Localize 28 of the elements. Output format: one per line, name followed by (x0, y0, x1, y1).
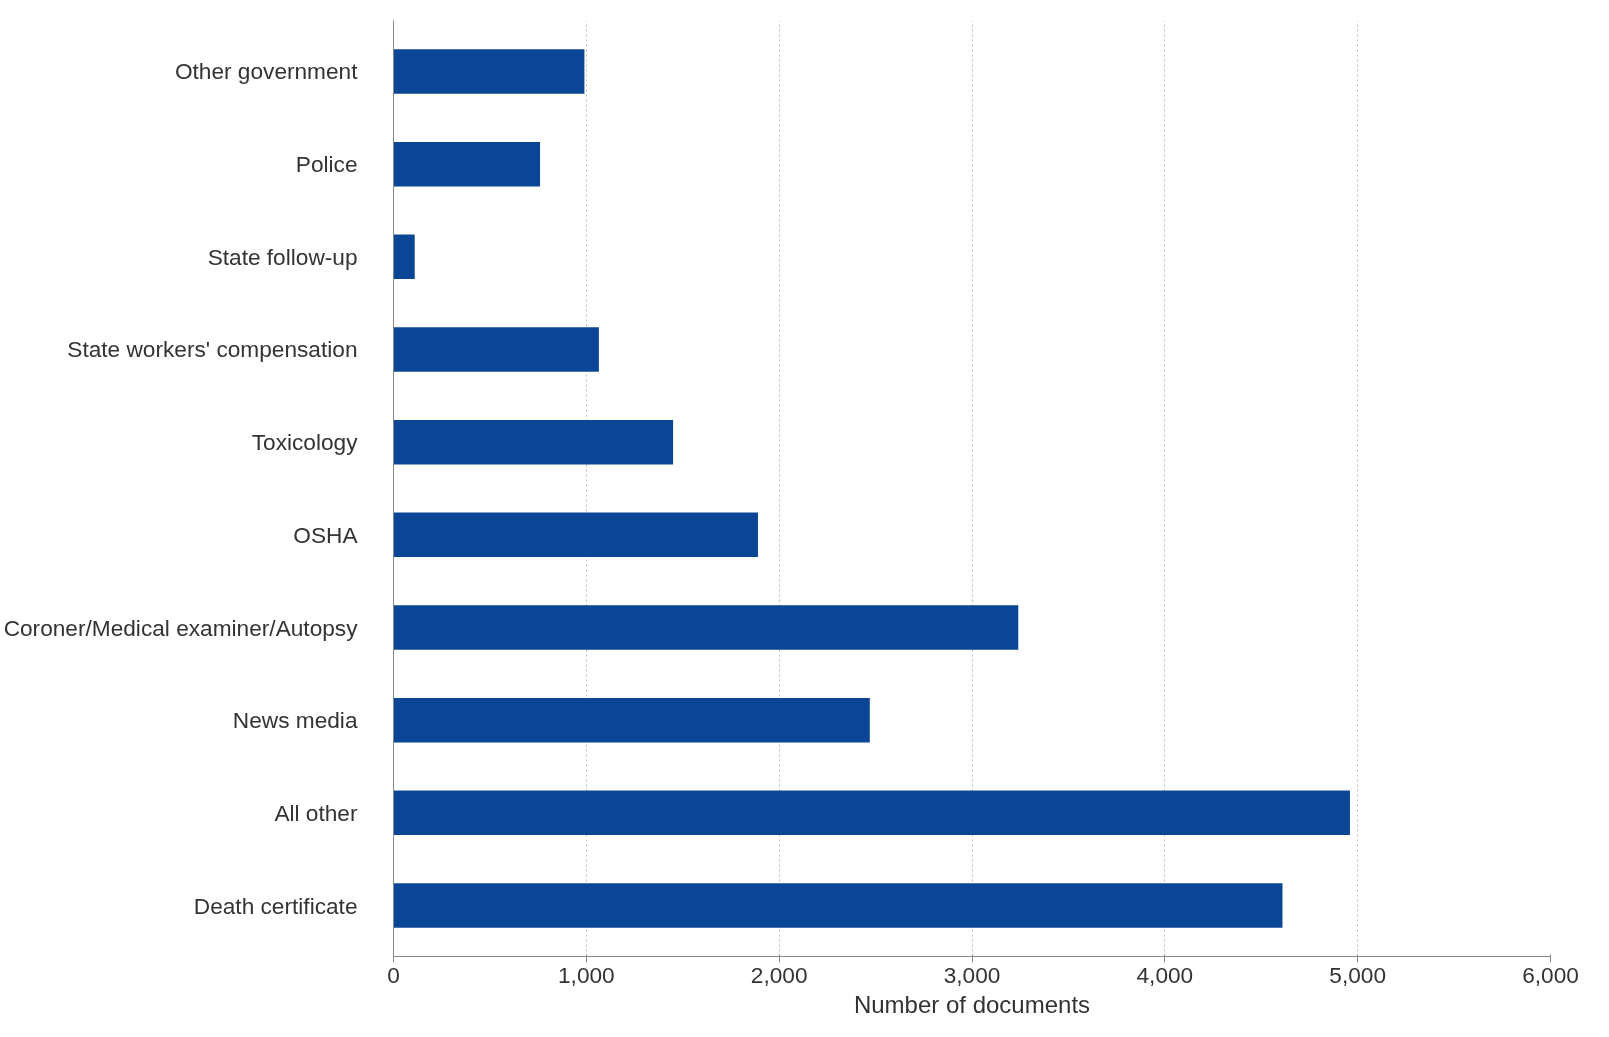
y-tick-label: Death certificate (193, 892, 358, 919)
x-tick-label: 2,000 (750, 961, 808, 988)
bar (393, 327, 599, 372)
x-tick-label: 3,000 (943, 961, 1001, 988)
bar (393, 49, 585, 94)
bar (393, 605, 1019, 650)
y-tick-label: News media (232, 707, 358, 734)
bar (393, 234, 415, 280)
y-tick-label: Coroner/Medical examiner/Autopsy (3, 614, 359, 641)
x-tick-label: 5,000 (1329, 961, 1387, 988)
y-tick-label: Police (295, 151, 358, 178)
bar (393, 697, 870, 743)
x-axis-title: Number of documents (853, 990, 1091, 1018)
x-tick-label: 6,000 (1522, 961, 1579, 988)
y-tick-label: State workers' compensation (67, 336, 358, 363)
y-tick-label: All other (274, 799, 358, 826)
bar (393, 141, 541, 187)
bar (393, 512, 758, 558)
bar (393, 883, 1283, 928)
y-tick-label: Toxicology (251, 429, 359, 456)
bar (393, 419, 674, 465)
y-tick-label: State follow-up (207, 243, 358, 270)
x-tick-label: 4,000 (1136, 961, 1194, 988)
y-tick-label: Other government (174, 58, 359, 85)
x-tick-label: 1,000 (557, 961, 615, 988)
bar (393, 790, 1350, 836)
y-tick-label: OSHA (293, 521, 359, 548)
x-tick-label: 0 (387, 961, 400, 988)
